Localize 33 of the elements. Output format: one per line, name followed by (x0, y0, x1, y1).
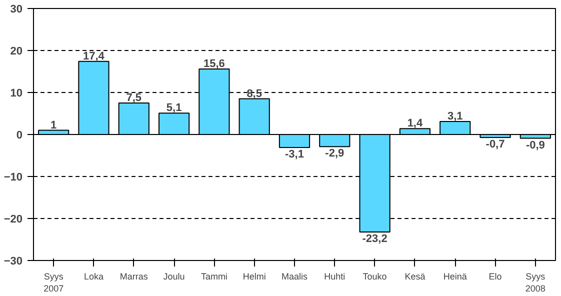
data-label: 15,6 (203, 58, 225, 70)
data-label: 17,4 (83, 50, 106, 62)
y-tick-label: 0 (16, 130, 23, 142)
data-label: -0,7 (486, 138, 505, 150)
x-tick-label: Heinä (443, 272, 467, 282)
y-tick-label: −30 (4, 256, 23, 268)
y-tick-label: 10 (10, 88, 23, 100)
data-label: 1 (50, 119, 57, 132)
data-label: -3,1 (285, 148, 304, 161)
x-tick-label: Joulu (163, 272, 185, 282)
x-tick-label: Touko (362, 272, 387, 282)
y-tick-label: 30 (10, 4, 23, 16)
x-tick-label: Helmi (242, 272, 266, 282)
data-label: 7,5 (126, 92, 142, 104)
y-tick-label: −10 (4, 172, 23, 184)
data-label: -23,2 (362, 232, 388, 245)
y-tick-label: 20 (10, 46, 23, 58)
data-label: 1,4 (407, 118, 424, 130)
x-tick-label: Syys 2008 (525, 272, 546, 294)
data-label: -2,9 (325, 148, 344, 160)
x-tick-label: Loka (84, 272, 104, 282)
data-label: 8,5 (246, 88, 262, 100)
x-tick-label: Marras (120, 272, 148, 282)
x-tick-label: Elo (488, 272, 502, 282)
x-tick-label: Syys 2007 (44, 272, 64, 294)
x-tick-label: Tammi (200, 272, 228, 282)
x-tick-label: Huhti (324, 272, 346, 282)
x-tick-label: Kesä (404, 272, 426, 282)
x-tick-label: Maalis (281, 272, 308, 282)
y-tick-label: −20 (4, 214, 23, 226)
data-label: 3,1 (447, 110, 463, 122)
data-label: 5,1 (166, 102, 182, 114)
data-label: -0,9 (526, 139, 545, 152)
